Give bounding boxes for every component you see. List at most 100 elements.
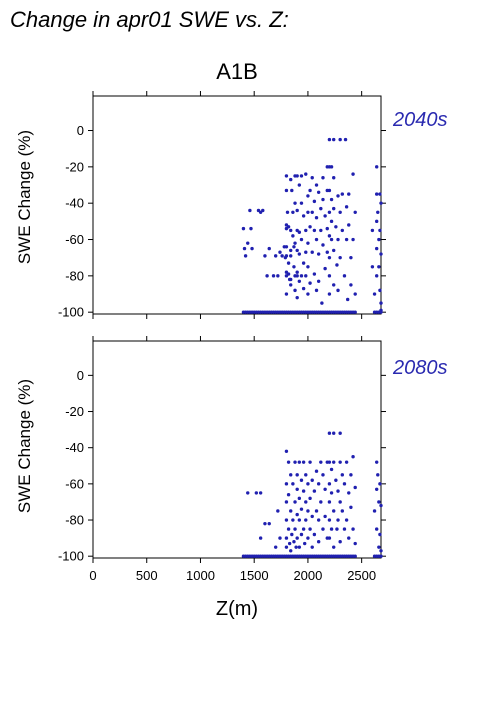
data-point — [321, 197, 325, 202]
data-point — [379, 301, 383, 305]
data-point — [297, 460, 302, 464]
data-point — [349, 505, 353, 510]
data-point — [316, 540, 321, 544]
data-point — [292, 245, 296, 249]
scatter-plot-2040s: 0 -20 -40 -60 -80 -100 — [58, 91, 386, 320]
data-point — [329, 237, 334, 242]
data-point — [306, 482, 310, 486]
data-point — [285, 210, 290, 214]
data-point — [249, 226, 253, 231]
y-tick-label: -60 — [65, 232, 84, 247]
data-point — [375, 460, 379, 464]
data-point — [336, 518, 340, 522]
data-point — [286, 272, 291, 276]
data-point — [291, 482, 295, 486]
data-point — [329, 197, 334, 202]
data-point — [340, 192, 345, 196]
data-point — [258, 491, 263, 495]
data-point — [295, 270, 299, 274]
data-point — [299, 507, 304, 511]
data-point — [375, 487, 379, 491]
data-point — [286, 493, 291, 497]
data-point — [379, 252, 383, 256]
data-point — [289, 277, 293, 282]
panel-2080s: 2080s SWE Change (%) 0 -20 -40 -60 -80 -100 0 5… — [15, 336, 448, 583]
data-point — [353, 485, 357, 490]
data-point — [338, 210, 342, 214]
data-point — [301, 527, 306, 531]
data-point — [314, 288, 319, 293]
data-point — [310, 545, 314, 549]
data-point — [243, 254, 248, 258]
data-point — [278, 536, 282, 540]
data-point — [327, 500, 332, 504]
data-point — [254, 491, 259, 495]
data-point — [345, 297, 350, 302]
data-point — [263, 521, 267, 526]
data-point — [353, 210, 357, 214]
data-point — [304, 172, 308, 176]
data-point — [312, 199, 317, 204]
panel-2040s: 2040s SWE Change (%) 0 -20 -40 -60 -80 -100 — [15, 91, 448, 320]
data-point — [312, 228, 317, 233]
data-point — [299, 237, 304, 242]
scenario-label: A1B — [216, 59, 258, 84]
x-tick-label: 2500 — [347, 568, 376, 583]
data-point — [295, 295, 299, 300]
data-point — [353, 310, 357, 314]
data-point — [273, 545, 278, 549]
data-point — [284, 174, 289, 178]
data-point — [267, 246, 271, 251]
data-point — [332, 509, 336, 513]
data-point — [241, 226, 246, 231]
data-point — [284, 482, 289, 486]
data-point — [336, 288, 340, 293]
data-point — [340, 473, 345, 477]
data-point — [284, 518, 289, 522]
x-tick-label: 1500 — [240, 568, 269, 583]
x-tick-label: 500 — [136, 568, 158, 583]
data-point — [338, 460, 342, 464]
data-point — [297, 545, 302, 549]
y-tick-label: 0 — [77, 368, 84, 383]
data-point — [301, 489, 306, 493]
scatter-plot-2080s: 0 -20 -40 -60 -80 -100 0 500 1000 1500 2000 2500 — [58, 336, 386, 583]
data-point — [338, 137, 342, 142]
data-point — [293, 201, 297, 205]
data-point — [304, 274, 308, 278]
data-point — [336, 489, 340, 493]
data-point — [299, 274, 304, 278]
data-point — [376, 210, 380, 214]
data-point — [347, 491, 351, 495]
data-point — [314, 183, 319, 187]
y-tick-label: 0 — [77, 123, 84, 138]
data-point — [312, 489, 317, 493]
data-point — [376, 473, 380, 477]
data-point — [353, 554, 357, 558]
data-point — [370, 228, 375, 233]
data-point — [306, 210, 310, 214]
data-point — [297, 518, 302, 522]
data-point — [327, 137, 332, 142]
data-point — [301, 214, 306, 218]
y-tick-label: -60 — [65, 476, 84, 491]
data-point — [344, 518, 349, 522]
data-point — [378, 482, 382, 486]
data-point — [314, 509, 319, 513]
data-point — [347, 536, 351, 540]
data-point — [327, 518, 332, 522]
data-point — [332, 206, 336, 211]
data-point — [310, 210, 314, 214]
data-point — [297, 496, 302, 501]
data-point — [321, 176, 325, 180]
data-point — [321, 473, 325, 477]
data-point — [289, 254, 293, 258]
data-point — [303, 541, 307, 546]
data-point — [347, 192, 351, 196]
data-point — [344, 205, 349, 209]
data-point — [295, 208, 299, 213]
data-point — [289, 248, 293, 253]
data-point — [287, 541, 292, 546]
data-point — [280, 254, 284, 258]
